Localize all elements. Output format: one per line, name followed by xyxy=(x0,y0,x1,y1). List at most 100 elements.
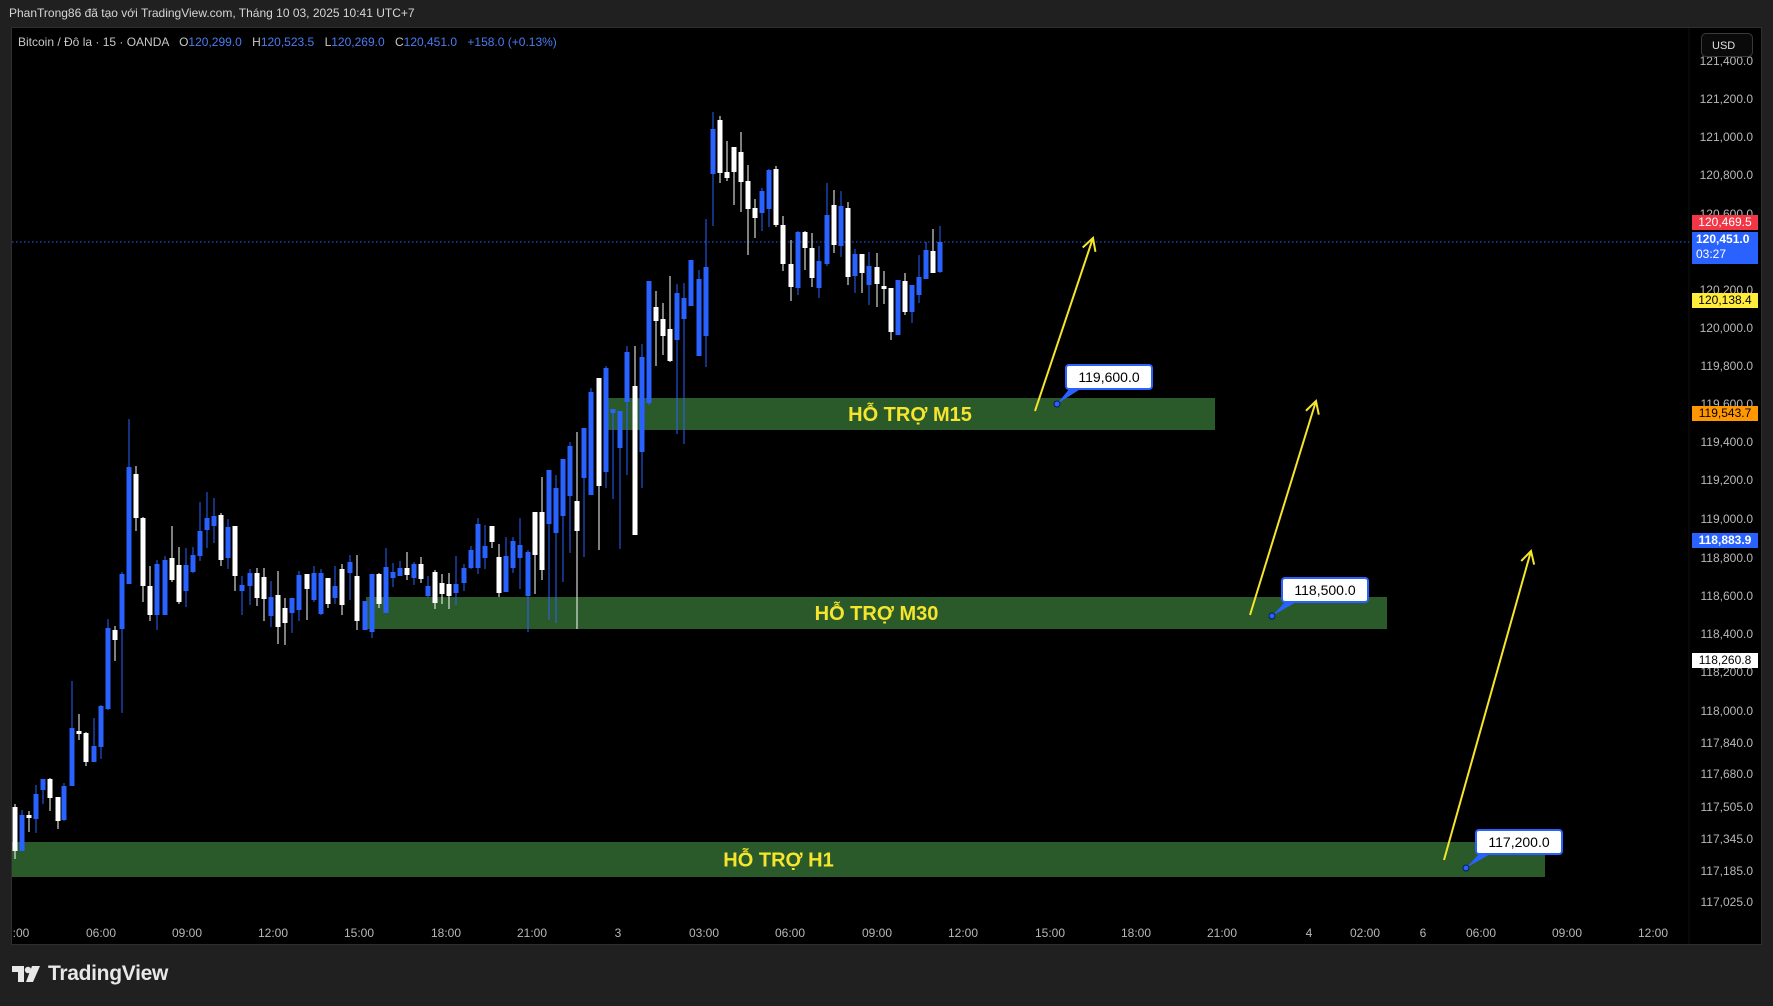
candle-body xyxy=(546,470,552,524)
price-axis-label: 118,800.0 xyxy=(1701,551,1754,565)
brand-name: TradingView xyxy=(48,962,169,985)
candle-body xyxy=(674,293,680,340)
price-axis-label: 119,000.0 xyxy=(1701,512,1754,526)
candle-body xyxy=(780,225,786,264)
price-tag-orange: 119,543.7 xyxy=(1692,406,1758,421)
candle-body xyxy=(376,574,382,604)
currency-button[interactable]: USD xyxy=(1701,33,1753,57)
price-axis-label: 117,680.0 xyxy=(1701,767,1754,781)
candle-body xyxy=(588,392,594,495)
candle-body xyxy=(923,250,929,279)
candle-body xyxy=(339,569,345,605)
candlestick-chart[interactable]: 121,400.0 121,200.0 121,000.0 120,800.0 120,… xyxy=(12,28,1762,945)
candle-body xyxy=(745,181,751,209)
price-axis-label: 119,400.0 xyxy=(1701,435,1754,449)
candle-body xyxy=(731,147,737,172)
candle-body xyxy=(140,518,146,586)
candle-body xyxy=(838,206,844,246)
time-axis-label: 09:00 xyxy=(862,926,892,940)
candle-body xyxy=(190,555,196,572)
time-axis-label: 06:00 xyxy=(86,926,116,940)
candle-body xyxy=(26,815,32,818)
candle-body xyxy=(795,232,801,288)
low-value: 120,269.0 xyxy=(331,35,385,49)
candle-body xyxy=(453,584,459,593)
candle-body xyxy=(710,129,716,174)
candle-body xyxy=(866,266,872,285)
callout-pointer xyxy=(1272,601,1298,616)
candle-body xyxy=(475,524,481,568)
candle-body xyxy=(91,746,97,762)
candle-body xyxy=(268,597,274,616)
time-axis-label: 09:00 xyxy=(172,926,202,940)
candle-body xyxy=(432,572,438,603)
candle-body xyxy=(937,242,943,272)
candle-body xyxy=(354,576,360,621)
candle-body xyxy=(646,281,652,403)
candle-body xyxy=(218,515,224,560)
candle-body xyxy=(902,281,908,312)
candle-body xyxy=(752,208,758,218)
candle-body xyxy=(40,779,46,790)
candle-body xyxy=(304,574,310,589)
time-axis-label: :00 xyxy=(13,926,30,940)
zone-label: HỖ TRỢ M30 xyxy=(815,601,939,625)
trend-arrow xyxy=(1443,550,1532,861)
price-tag-white: 118,260.8 xyxy=(1692,653,1758,668)
zone-label: HỖ TRỢ H1 xyxy=(723,848,833,872)
time-axis-label: 12:00 xyxy=(258,926,288,940)
symbol-name[interactable]: Bitcoin / Đô la · 15 · OANDA xyxy=(18,35,169,49)
candle-body xyxy=(369,574,375,632)
price-axis-label: 117,345.0 xyxy=(1701,832,1754,846)
candle-body xyxy=(383,567,389,613)
candle-body xyxy=(332,586,338,598)
callout-price: 118,500.0 xyxy=(1294,582,1355,598)
time-axis-label: 6 xyxy=(1420,926,1427,940)
candle-body xyxy=(688,260,694,306)
price-axis-label: 120,800.0 xyxy=(1700,168,1754,182)
candle-body xyxy=(703,267,709,336)
time-axis-label: 06:00 xyxy=(1466,926,1496,940)
trend-arrow xyxy=(1034,237,1094,412)
tradingview-logo[interactable]: TradingView xyxy=(12,962,168,986)
support-zone xyxy=(12,842,1545,877)
time-axis-label: 21:00 xyxy=(1207,926,1237,940)
candle-body xyxy=(47,779,53,798)
candle-body xyxy=(446,584,452,596)
callout-price: 119,600.0 xyxy=(1078,369,1139,385)
price-axis-label: 120,000.0 xyxy=(1700,321,1754,335)
candle-body xyxy=(225,527,231,558)
candle-body xyxy=(461,568,467,583)
chart-attribution: PhanTrong86 đã tạo với TradingView.com, … xyxy=(0,0,1773,27)
candle-body xyxy=(325,578,331,604)
candle-body xyxy=(19,815,25,851)
candle-body xyxy=(930,251,936,273)
candle-body xyxy=(254,573,260,598)
candle-body xyxy=(824,215,830,264)
time-axis-label: 12:00 xyxy=(1638,926,1668,940)
candle-body xyxy=(61,786,67,820)
candle-body xyxy=(83,733,89,762)
candle-body xyxy=(496,557,502,593)
trend-arrow xyxy=(1249,400,1317,616)
candle-body xyxy=(33,794,39,819)
price-axis-label: 121,000.0 xyxy=(1700,130,1754,144)
open-value: 120,299.0 xyxy=(188,35,242,49)
candle-body xyxy=(632,386,638,535)
last-price: 120,451.0 xyxy=(1696,232,1750,246)
candle-body xyxy=(881,286,887,289)
candle-body xyxy=(539,512,545,570)
candle-body xyxy=(69,728,75,786)
candle-body xyxy=(105,628,111,709)
chart-panel[interactable]: 121,400.0 121,200.0 121,000.0 120,800.0 120,… xyxy=(11,27,1762,945)
support-zone xyxy=(605,398,1215,430)
candle-body xyxy=(12,807,18,851)
candle-body xyxy=(560,459,566,516)
candle-body xyxy=(318,573,324,614)
arrow-head-icon xyxy=(1082,236,1097,252)
time-axis-label: 18:00 xyxy=(1121,926,1151,940)
candle-body xyxy=(816,261,822,288)
change-value: +158.0 (+0.13%) xyxy=(467,35,557,49)
price-callout xyxy=(1475,829,1563,855)
time-axis-label: 02:00 xyxy=(1350,926,1380,940)
